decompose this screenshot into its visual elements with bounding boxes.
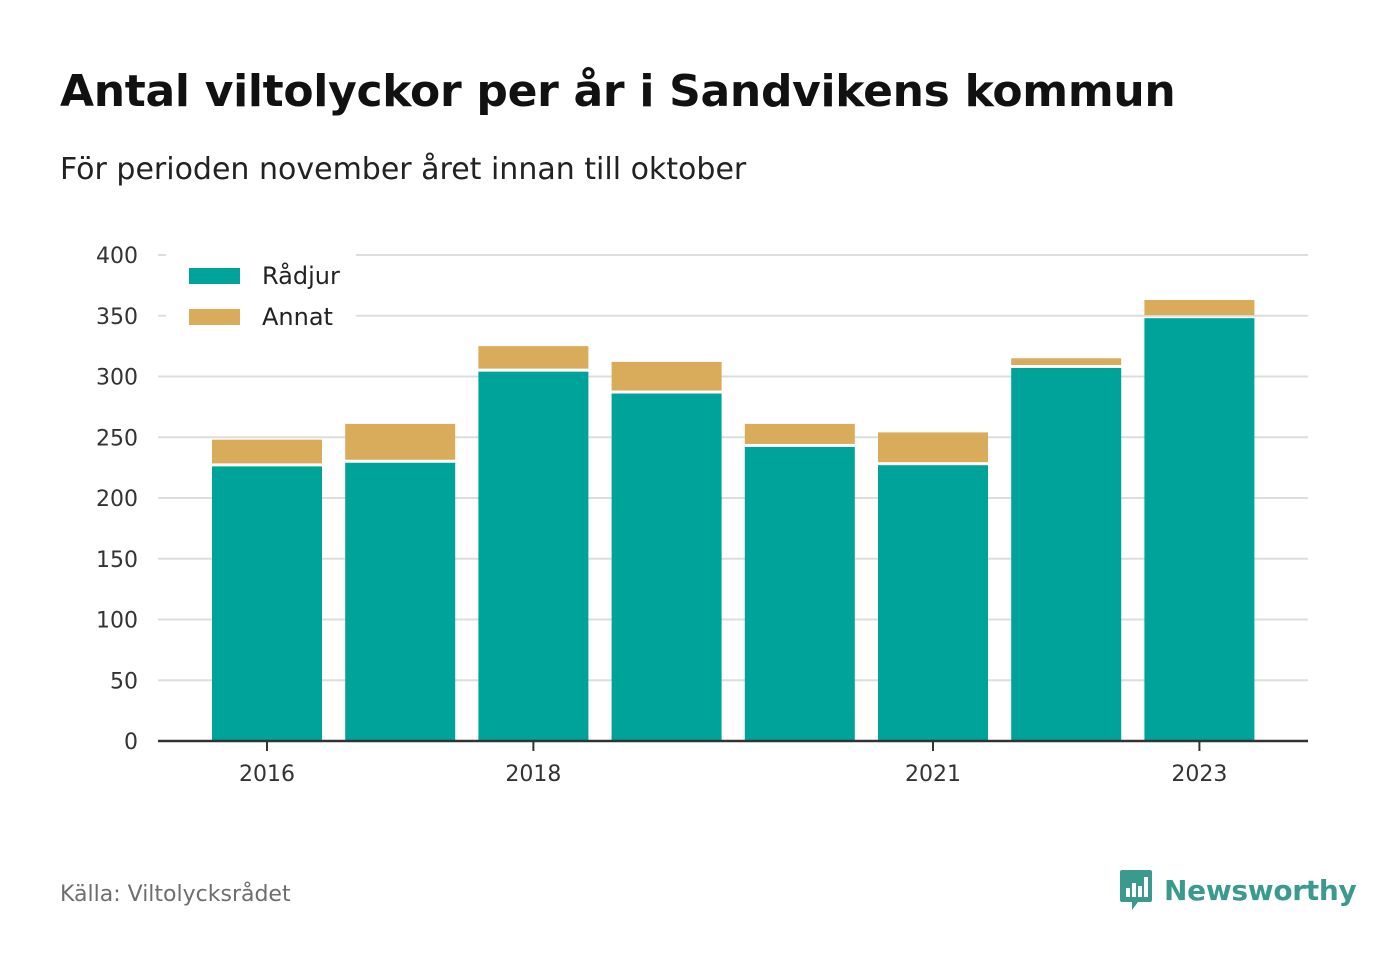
x-tick-label: 2023 <box>1171 762 1227 787</box>
legend: Rådjur Annat <box>166 254 356 344</box>
brand-name: Newsworthy <box>1164 873 1357 907</box>
y-tick-label: 400 <box>96 244 138 269</box>
x-tick-label: 2021 <box>905 762 961 787</box>
bar-radjur-2019 <box>611 393 722 741</box>
legend-label-annat: Annat <box>262 303 333 331</box>
bar-radjur-2023 <box>1144 318 1255 741</box>
bar-radjur-2020 <box>744 446 855 741</box>
bars <box>212 299 1255 741</box>
y-tick-label: 300 <box>96 366 138 391</box>
bar-annat-2022 <box>1011 358 1122 365</box>
y-tick-label: 50 <box>110 669 138 694</box>
legend-swatch-annat <box>189 309 240 325</box>
x-tick-label: 2018 <box>505 762 561 787</box>
legend-swatch-radjur <box>189 268 240 284</box>
brand-logo: Newsworthy <box>1118 868 1357 912</box>
chart-subtitle: För perioden november året innan till ok… <box>60 152 747 187</box>
bar-radjur-2016 <box>212 466 322 741</box>
bar-radjur-2021 <box>878 465 988 741</box>
y-tick-label: 0 <box>124 730 138 755</box>
bar-annat-2021 <box>878 432 988 463</box>
y-tick-label: 150 <box>96 548 138 573</box>
bar-annat-2018 <box>478 346 589 369</box>
bar-annat-2017 <box>345 423 456 460</box>
bar-radjur-2018 <box>478 371 589 741</box>
y-tick-label: 350 <box>96 305 138 330</box>
newsworthy-logo-icon <box>1120 870 1152 910</box>
y-tick-label: 250 <box>96 426 138 451</box>
bar-radjur-2022 <box>1011 367 1122 741</box>
source-note: Källa: Viltolycksrådet <box>60 882 291 907</box>
chart-title: Antal viltolyckor per år i Sandvikens ko… <box>60 66 1176 117</box>
bar-radjur-2017 <box>345 462 456 741</box>
bar-annat-2023 <box>1144 299 1255 316</box>
bar-annat-2020 <box>744 423 855 444</box>
y-tick-label: 100 <box>96 609 138 634</box>
bar-annat-2016 <box>212 439 322 464</box>
axes: 0 50 100 150 200 250 300 350 400 2016 2018 2021 2023 <box>96 244 1308 787</box>
legend-label-radjur: Rådjur <box>262 261 340 290</box>
bar-annat-2019 <box>611 361 722 391</box>
y-tick-label: 200 <box>96 487 138 512</box>
x-tick-label: 2016 <box>239 762 295 787</box>
